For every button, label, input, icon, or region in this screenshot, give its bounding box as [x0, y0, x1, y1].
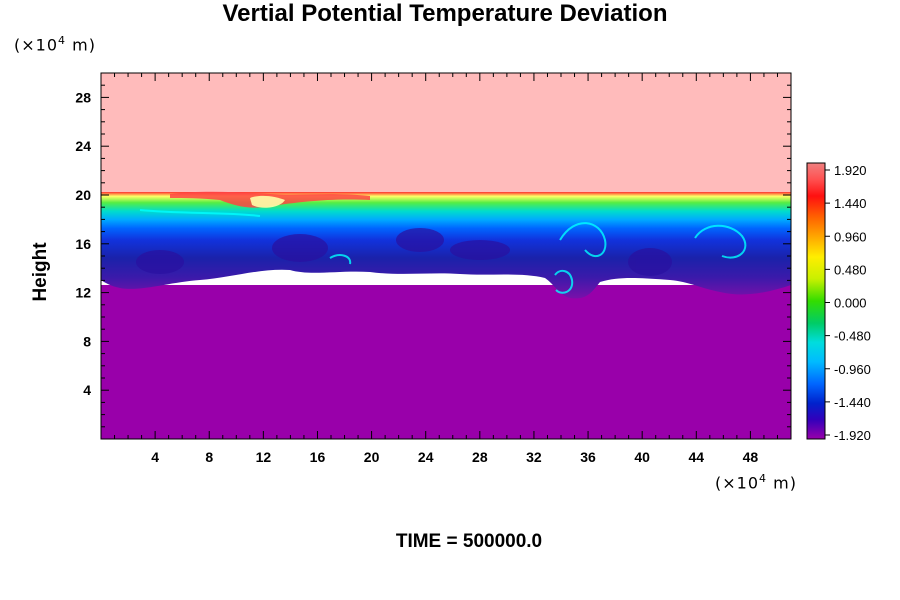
x-tick-label: 4	[151, 449, 159, 465]
transition-band	[101, 192, 791, 299]
time-label: TIME = 500000.0	[395, 531, 543, 552]
x-tick-label: 20	[364, 449, 380, 465]
upper-layer-region	[101, 73, 791, 193]
colorbar	[806, 162, 826, 440]
y-tick-label: 8	[83, 333, 91, 349]
colorbar-tick-label: -1.920	[834, 428, 871, 443]
warm-core	[250, 195, 285, 208]
y-unit-suffix: m)	[66, 35, 96, 55]
x-unit-prefix: (×10	[715, 473, 760, 493]
y-tick-label: 12	[75, 285, 91, 301]
x-unit-exponent: 4	[759, 472, 768, 485]
x-unit-suffix: m)	[767, 473, 797, 493]
y-unit-exponent: 4	[58, 34, 67, 47]
y-axis-unit: (×104 m)	[14, 34, 96, 54]
y-tick-label: 16	[75, 236, 91, 252]
colorbar-tick-label: 0.000	[834, 296, 867, 311]
x-tick-label: 36	[580, 449, 596, 465]
x-ticks: 4 8 12 16 20 24 28 32 36 40 44 48	[114, 73, 778, 465]
y-tick-label: 20	[75, 187, 91, 203]
x-tick-label: 24	[418, 449, 434, 465]
field-layer	[101, 73, 791, 439]
eddy-lines	[139, 209, 747, 294]
y-tick-label: 4	[83, 382, 91, 398]
eddy-blobs	[136, 228, 672, 276]
colorbar-tick-label: 0.960	[834, 229, 867, 244]
colorbar-tick-label: 0.480	[834, 262, 867, 277]
x-tick-label: 28	[472, 449, 488, 465]
colorbar-tick-label: -0.480	[834, 329, 871, 344]
chart-title: Vertial Potential Temperature Deviation	[222, 0, 668, 27]
x-axis-unit: (×104 m)	[715, 472, 797, 492]
x-tick-label: 44	[689, 449, 705, 465]
y-tick-label: 24	[75, 138, 91, 154]
y-tick-label: 28	[75, 89, 91, 105]
x-tick-label: 12	[256, 449, 272, 465]
x-tick-label: 8	[205, 449, 213, 465]
x-tick-label: 32	[526, 449, 542, 465]
colorbar-tick-label: 1.440	[834, 196, 867, 211]
x-tick-label: 48	[743, 449, 759, 465]
x-tick-label: 40	[634, 449, 650, 465]
y-unit-prefix: (×10	[14, 35, 59, 55]
colorbar-tick-label: -0.960	[834, 362, 871, 377]
x-tick-label: 16	[310, 449, 326, 465]
colorbar-ticks: 1.920 1.440 0.960 0.480 0.000 -0.480 -0.960 -1.…	[825, 163, 871, 443]
colorbar-tick-label: 1.920	[834, 163, 867, 178]
colorbar-tick-label: -1.440	[834, 395, 871, 410]
lower-layer-region	[101, 285, 791, 439]
y-ticks: 4 8 12 16 20 24 28	[75, 84, 791, 428]
